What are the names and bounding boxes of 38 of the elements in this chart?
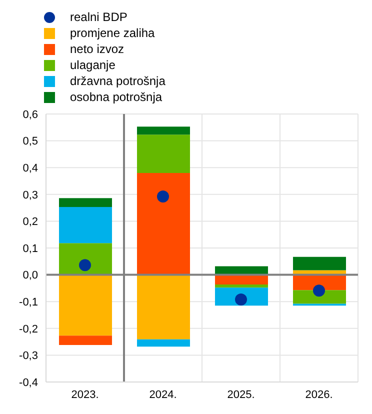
point — [313, 284, 325, 297]
point — [157, 190, 169, 203]
x-tick-label: 2025. — [227, 388, 255, 401]
bar — [137, 134, 190, 173]
y-tick-label: 0,5 — [22, 136, 38, 148]
x-tick-label: 2023. — [71, 388, 99, 401]
bar — [215, 284, 268, 288]
x-tick-label: 2024. — [149, 388, 177, 401]
legend-label: državna potrošnja — [70, 74, 166, 88]
y-tick-label: -0,2 — [19, 323, 38, 336]
legend-label: osobna potrošnja — [70, 90, 162, 104]
y-tick-label: 0,4 — [22, 162, 38, 175]
bar — [137, 172, 190, 275]
x-tick-label: 2026. — [305, 388, 333, 401]
y-tick-label: -0,3 — [19, 350, 38, 362]
bar — [59, 336, 112, 346]
y-tick-label: 0,6 — [22, 108, 38, 121]
y-tick-label: -0,4 — [19, 376, 38, 389]
y-tick-label: 0,1 — [22, 242, 38, 255]
y-tick-label: 0,3 — [22, 189, 38, 202]
legend-label: realni BDP — [70, 10, 128, 24]
y-tick-label: -0,1 — [19, 296, 38, 309]
point — [235, 293, 247, 306]
bar — [137, 274, 190, 340]
bar — [293, 256, 346, 270]
y-tick-label: 0,2 — [22, 216, 38, 228]
y-tick-label: 0,0 — [22, 270, 38, 282]
bar — [59, 243, 112, 275]
point — [79, 259, 91, 272]
bar — [59, 206, 112, 244]
bar — [137, 126, 190, 135]
legend-label: ulaganje — [70, 58, 116, 72]
bar — [137, 339, 190, 347]
bar — [59, 198, 112, 207]
legend-label: neto izvoz — [70, 42, 124, 56]
bar — [293, 290, 346, 304]
bar — [59, 274, 112, 336]
legend-label: promjene zaliha — [70, 26, 155, 40]
